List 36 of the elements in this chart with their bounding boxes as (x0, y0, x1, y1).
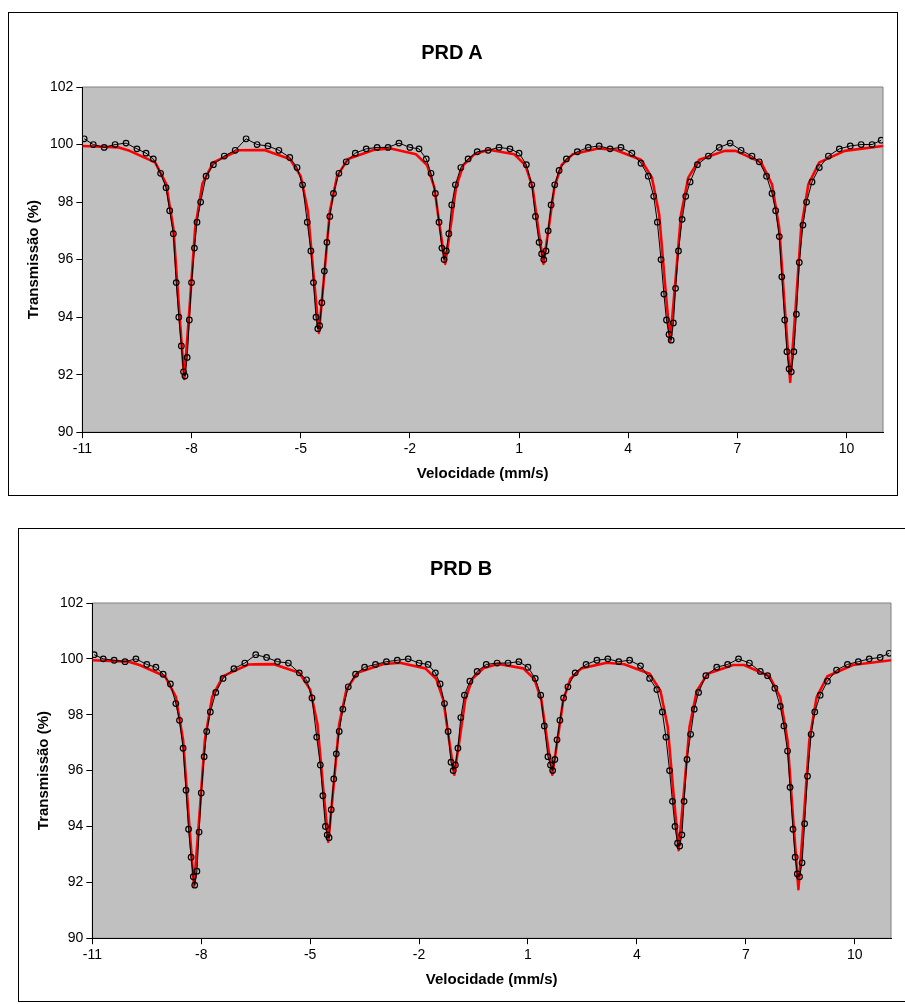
y-tick-label: 98 (67, 705, 84, 722)
chart-title: PRD A (421, 40, 483, 63)
y-tick-label: 96 (67, 761, 84, 778)
x-axis-title: Velocidade (mm/s) (416, 464, 549, 482)
x-tick-label: 10 (846, 946, 863, 963)
x-tick-label: -5 (303, 946, 317, 963)
x-tick-label: -11 (72, 440, 93, 457)
x-tick-label: -2 (403, 440, 417, 457)
x-tick-label: -5 (294, 440, 308, 457)
x-tick-label: 7 (733, 440, 742, 457)
chart-title: PRD B (429, 556, 493, 579)
y-tick-label: 92 (57, 365, 74, 382)
x-tick-label: 10 (838, 440, 855, 457)
x-tick-label: -8 (195, 946, 208, 963)
y-tick-label: 98 (57, 192, 74, 209)
x-tick-label: 4 (624, 440, 633, 457)
y-axis-title: Transmissão (%) (24, 199, 42, 320)
y-tick-label: 90 (57, 423, 74, 440)
x-tick-label: -11 (82, 946, 103, 963)
y-tick-label: 100 (60, 649, 84, 666)
y-tick-label: 102 (50, 77, 74, 94)
y-tick-label: 96 (57, 250, 74, 267)
x-tick-label: 4 (632, 946, 641, 963)
x-tick-label: 1 (515, 440, 524, 457)
y-tick-label: 92 (67, 873, 84, 890)
x-axis-title: Velocidade (mm/s) (425, 970, 558, 988)
y-tick-label: 90 (67, 929, 84, 946)
x-tick-label: 1 (524, 946, 533, 963)
y-tick-label: 102 (60, 593, 84, 610)
x-tick-label: -2 (412, 946, 426, 963)
x-tick-label: 7 (741, 946, 750, 963)
x-tick-label: -8 (185, 440, 198, 457)
y-tick-label: 94 (57, 307, 74, 324)
y-tick-label: 94 (67, 817, 84, 834)
y-tick-label: 100 (50, 135, 74, 152)
y-axis-title: Transmissão (%) (34, 710, 52, 831)
